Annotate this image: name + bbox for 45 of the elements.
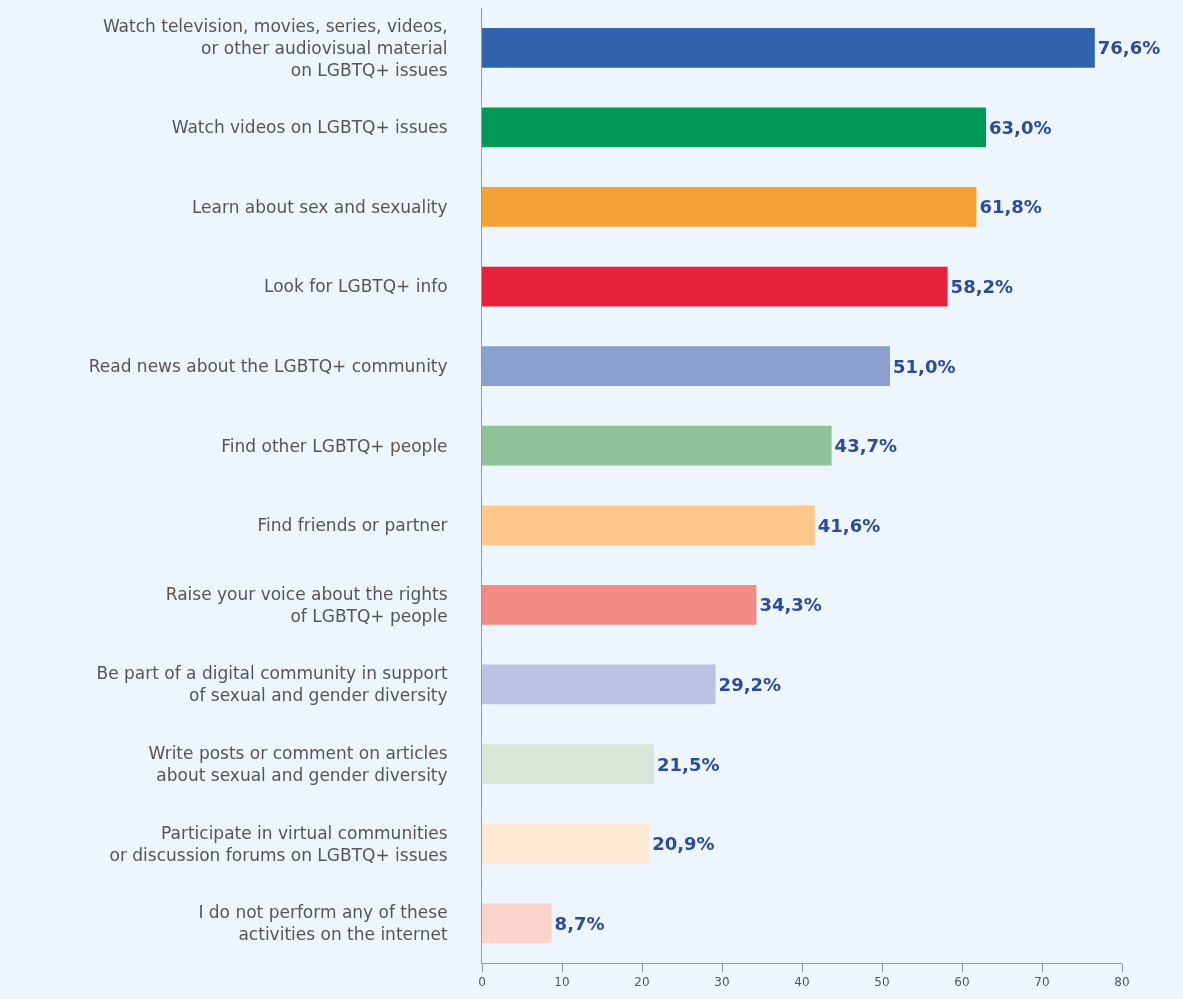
bar — [482, 107, 986, 148]
y-tick-label: Participate in virtual communities or discussion forums on LGBTQ+ issues — [109, 822, 448, 865]
y-tick-label: Learn about sex and sexuality — [191, 196, 448, 217]
bar — [482, 187, 977, 227]
y-tick-label: Raise your voice about the rights of LGBTQ+ people — [165, 583, 448, 626]
y-tick-label: Watch television, movies, series, videos, or other audiovisual material on LGBTQ+ issues — [102, 15, 448, 80]
bar — [482, 346, 890, 387]
y-tick-label: Write posts or comment on articles about sexual and gender diversity — [148, 742, 448, 786]
data-label: 51,0% — [893, 355, 956, 377]
data-label: 21,5% — [657, 753, 720, 775]
y-tick-label: Find other LGBTQ+ people — [221, 435, 448, 456]
data-label: 58,2% — [950, 276, 1014, 298]
bar — [482, 266, 948, 307]
data-label: 43,7% — [834, 435, 898, 457]
bar — [482, 425, 832, 466]
data-label: 41,6% — [817, 514, 881, 536]
data-label: 34,3% — [759, 594, 822, 616]
x-tick-label: 30 — [714, 975, 730, 990]
bar — [482, 505, 815, 546]
y-tick-label: I do not perform any of these activities on the internet — [198, 902, 448, 945]
y-tick-label: Find friends or partner — [257, 515, 448, 536]
data-label: 61,8% — [979, 196, 1042, 218]
y-tick-label: Be part of a digital community in support of sexual and gender diversity — [96, 663, 448, 706]
data-label: 20,9% — [652, 833, 715, 855]
y-tick-label: Read news about the LGBTQ+ community — [88, 356, 448, 377]
x-tick-label: 20 — [634, 975, 650, 990]
x-tick-label: 40 — [794, 975, 810, 990]
x-tick-label: 80 — [1114, 975, 1130, 990]
data-label: 29,2% — [718, 673, 782, 695]
x-tick-label: 0 — [478, 975, 486, 990]
bar — [482, 903, 552, 944]
x-tick-label: 50 — [874, 975, 890, 990]
bar — [482, 584, 757, 625]
y-tick-label: Look for LGBTQ+ info — [263, 276, 448, 297]
bar — [482, 664, 716, 705]
data-label: 76,6% — [1097, 37, 1161, 59]
data-label: 63,0% — [989, 116, 1052, 138]
x-tick-label: 70 — [1034, 975, 1050, 990]
x-tick-label: 60 — [954, 975, 970, 990]
bar — [482, 744, 654, 784]
y-tick-label: Watch videos on LGBTQ+ issues — [171, 117, 448, 138]
bar — [482, 823, 650, 864]
data-label: 8,7% — [554, 912, 605, 934]
bar — [482, 27, 1095, 68]
x-tick-label: 10 — [554, 975, 570, 990]
